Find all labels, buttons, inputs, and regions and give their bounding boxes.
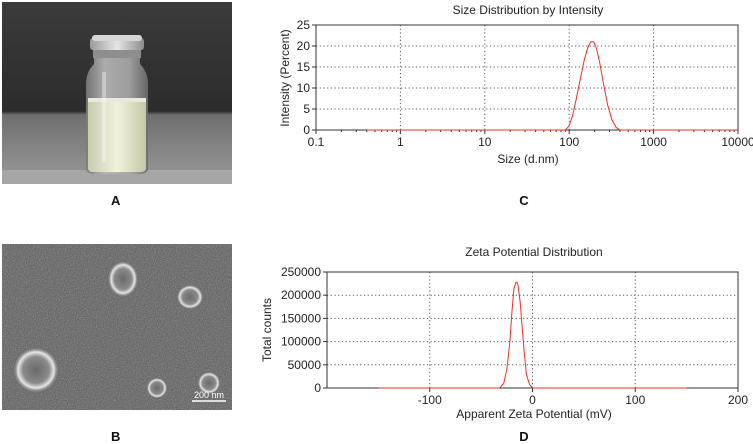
y-tick-label: 150000 (281, 311, 321, 325)
x-tick-label: 10000 (721, 135, 753, 149)
x-ticks: -100 0 100 200 (418, 388, 748, 407)
y-tick-label: 10 (297, 81, 311, 95)
y-axis-label: Intensity (Percent) (278, 29, 292, 126)
y-tick-label: 250000 (281, 265, 321, 279)
vesicle (197, 371, 221, 395)
chart-title: Size Distribution by Intensity (453, 3, 604, 17)
panel-label-c: C (519, 193, 529, 208)
series-line (378, 281, 687, 389)
x-tick-label: 1000 (640, 135, 667, 149)
series-line (366, 41, 738, 131)
y-tick-label: 200000 (281, 288, 321, 302)
y-tick-label: 0 (303, 123, 310, 137)
vesicle (176, 284, 204, 310)
x-tick-label: -100 (418, 393, 442, 407)
x-tick-label: 0 (529, 393, 536, 407)
vesicle (146, 377, 168, 399)
y-tick-label: 0 (314, 381, 321, 395)
scale-bar-label: 200 nm (194, 390, 224, 400)
chart-title: Zeta Potential Distribution (465, 245, 602, 259)
y-tick-label: 15 (297, 60, 311, 74)
panel-label-d: D (519, 429, 528, 444)
x-ticks: 0.1 1 10 100 1000 10000 (308, 130, 753, 149)
x-tick-label: 100 (625, 393, 645, 407)
y-ticks: 0 50000 100000 150000 200000 250000 (281, 265, 327, 395)
grid (316, 25, 738, 130)
plot-frame (326, 271, 739, 389)
tem-micrograph: 200 nm (2, 244, 232, 410)
x-axis-label: Size (d.nm) (497, 152, 558, 166)
y-tick-label: 50000 (288, 358, 322, 372)
size-distribution-chart: Size Distribution by Intensity 0.1 1 10 100… (278, 3, 753, 208)
vesicle (12, 346, 60, 394)
vesicle (107, 260, 139, 298)
x-axis-label: Apparent Zeta Potential (mV) (456, 407, 611, 421)
y-axis-label: Total counts (260, 298, 274, 362)
x-tick-label: 100 (559, 135, 579, 149)
grid (327, 272, 738, 388)
y-tick-label: 20 (297, 39, 311, 53)
vial-photo (2, 2, 232, 184)
y-tick-label: 5 (303, 102, 310, 116)
x-tick-label: 0.1 (308, 135, 325, 149)
axes (326, 271, 739, 389)
x-tick-label: 1 (397, 135, 404, 149)
y-tick-label: 100000 (281, 335, 321, 349)
x-tick-label: 10 (478, 135, 492, 149)
panel-label-b: B (111, 429, 121, 444)
y-tick-label: 25 (297, 18, 311, 32)
x-tick-label: 200 (728, 393, 748, 407)
panel-label-a: A (111, 193, 121, 208)
y-ticks: 0 5 10 15 20 25 (297, 18, 316, 137)
